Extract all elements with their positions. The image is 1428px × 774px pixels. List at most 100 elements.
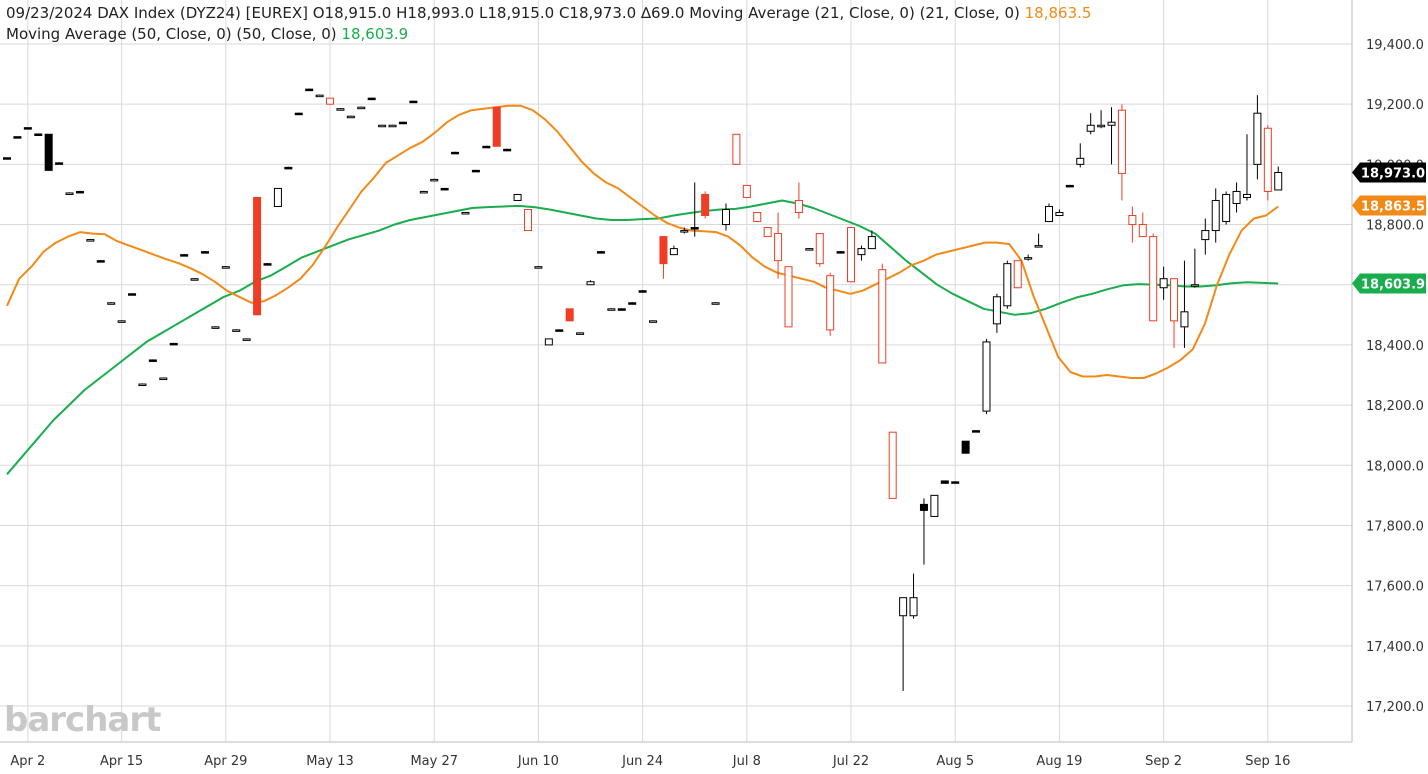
candle-body: [524, 209, 532, 232]
candle: [242, 338, 251, 341]
candle: [253, 196, 262, 316]
candle-body: [1045, 205, 1053, 223]
candle-body: [878, 269, 887, 364]
candle: [1159, 266, 1168, 300]
header-open: O18,915.0: [312, 4, 392, 22]
candle: [826, 272, 835, 336]
candle: [680, 227, 689, 234]
candle: [86, 238, 95, 242]
candle-body: [159, 377, 168, 381]
candle-body: [398, 121, 407, 125]
candle-body: [1076, 157, 1085, 165]
candle: [482, 145, 491, 149]
candle-body: [1003, 263, 1012, 307]
x-tick-label: Jul 8: [732, 754, 761, 769]
x-tick-label: Aug 19: [1036, 754, 1082, 769]
candle: [1253, 95, 1262, 180]
candle: [596, 251, 605, 254]
price-badge-bg: [1352, 195, 1426, 216]
candle: [544, 338, 553, 346]
candle-body: [419, 190, 428, 194]
candle: [273, 187, 282, 207]
candle: [409, 100, 418, 104]
candle-body: [357, 106, 366, 110]
candle-body: [315, 94, 324, 98]
x-tick-label: Aug 5: [936, 754, 974, 769]
candle-body: [794, 199, 803, 214]
candle-body: [909, 597, 918, 617]
candle-body: [1013, 260, 1022, 289]
candle: [55, 162, 64, 165]
x-tick-label: Sep 2: [1145, 754, 1182, 769]
candle: [992, 293, 1001, 333]
candle: [263, 263, 272, 266]
candle-body: [711, 302, 720, 305]
candle: [169, 342, 178, 346]
candle-body: [367, 97, 376, 101]
price-badge-label: 18,863.5: [1361, 199, 1425, 214]
candle-body: [117, 320, 126, 323]
candle-body: [86, 239, 95, 242]
candle: [107, 302, 116, 305]
candle-body: [1170, 278, 1179, 322]
candle-body: [867, 236, 876, 250]
candle: [982, 338, 991, 415]
candle-body: [1263, 127, 1272, 192]
candle-body: [305, 88, 314, 92]
candle: [232, 329, 241, 332]
candle-body: [471, 169, 480, 173]
candle-body: [659, 236, 668, 265]
candle: [1170, 278, 1179, 348]
candle-body: [888, 431, 897, 499]
y-tick-label: 19,400.0: [1366, 38, 1424, 53]
candle: [711, 302, 720, 305]
x-tick-label: Jul 22: [832, 754, 869, 769]
candle-body: [1242, 193, 1251, 198]
candle-body: [899, 597, 908, 617]
candle-body: [461, 212, 470, 215]
price-badge-bg: [1352, 273, 1426, 294]
candle: [565, 308, 574, 322]
candle-body: [451, 151, 460, 155]
candle: [430, 178, 439, 182]
header-low: L18,915.0: [479, 4, 555, 22]
candle: [1242, 134, 1251, 201]
candle-body: [732, 133, 741, 165]
candle: [878, 263, 887, 364]
candle-body: [503, 148, 512, 152]
candle-body: [513, 193, 522, 201]
candle-body: [346, 115, 355, 119]
candle: [461, 211, 470, 215]
candle: [784, 266, 793, 328]
candle: [930, 494, 939, 517]
candle: [44, 133, 53, 171]
candle: [1149, 233, 1158, 322]
candle: [659, 236, 668, 279]
candle: [805, 248, 814, 251]
candle-body: [763, 227, 772, 238]
candle-body: [1055, 212, 1064, 217]
candle: [128, 293, 137, 296]
header-instrument: DAX Index (DYZ24) [EUREX]: [97, 4, 308, 22]
candle: [857, 245, 866, 261]
candle-body: [857, 248, 866, 256]
y-tick-label: 18,400.0: [1366, 339, 1424, 354]
candle-body: [388, 124, 397, 128]
candle-body: [55, 162, 64, 165]
candle: [305, 88, 314, 92]
candle-body: [1065, 184, 1074, 188]
candle-body: [1253, 112, 1262, 165]
candle-body: [1190, 284, 1199, 287]
candle-body: [430, 178, 439, 182]
candle: [1138, 212, 1147, 238]
candle: [534, 266, 543, 269]
header-date: 09/23/2024: [6, 4, 93, 22]
candle: [451, 151, 460, 155]
candle-body: [961, 440, 970, 454]
candle-body: [1149, 236, 1158, 322]
candle: [1086, 113, 1095, 135]
candle-body: [378, 124, 387, 128]
candle: [555, 329, 564, 332]
candle: [96, 260, 105, 263]
